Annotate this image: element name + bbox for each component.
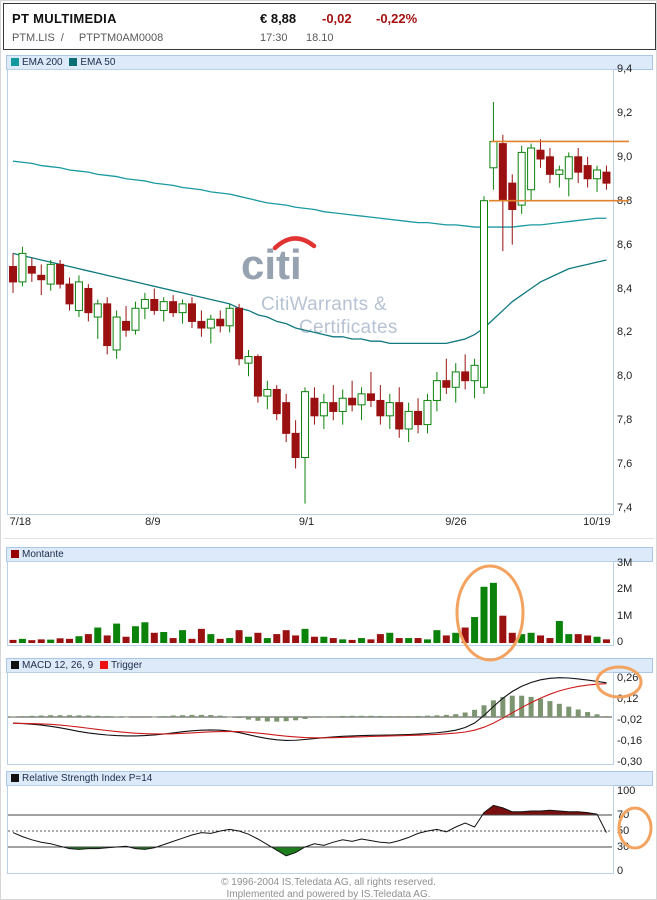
panel-separator — [4, 538, 654, 539]
macd-label: MACD 12, 26, 9 — [22, 660, 94, 671]
quote-time: 17:30 — [260, 32, 288, 44]
ytick-label: 30 — [617, 841, 630, 853]
ytick-label: 0,12 — [617, 693, 639, 705]
ytick-label: 9,4 — [617, 63, 633, 75]
ema200-label: EMA 200 — [22, 57, 63, 68]
ytick-label: 8,2 — [617, 326, 633, 339]
watermark-line-2: Certificates — [299, 317, 398, 338]
macd-legend: MACD 12, 26, 9 Trigger — [6, 658, 653, 673]
ytick-label: 9,2 — [617, 106, 633, 119]
ytick-label: 50 — [617, 825, 630, 837]
ema200-swatch — [11, 58, 19, 66]
ytick-label: -0,02 — [617, 714, 643, 726]
ytick-label: 100 — [617, 785, 636, 797]
ytick-label: -0,16 — [617, 735, 643, 747]
rsi-legend: Relative Strength Index P=14 — [6, 771, 653, 786]
citi-logo: citi — [239, 235, 449, 292]
ytick-label: 0 — [617, 865, 624, 877]
rsi-swatch — [11, 774, 19, 782]
citi-red-arc — [272, 236, 317, 251]
ticker-symbol: PTM.LIS — [12, 32, 55, 44]
ema50-swatch — [69, 58, 78, 66]
watermark-line-1: CitiWarrants & — [261, 294, 387, 315]
ytick-label: 8,8 — [617, 194, 633, 207]
ytick-label: 8,0 — [617, 370, 633, 383]
ytick-label: 9,0 — [617, 150, 633, 163]
isin-code: PTPTM0AM0008 — [78, 32, 164, 44]
last-price: € 8,88 — [260, 11, 297, 26]
rsi-label: Relative Strength Index P=14 — [22, 773, 153, 784]
xtick-label: 9/1 — [298, 516, 315, 528]
quote-date: 18.10 — [306, 32, 334, 44]
quote-header: PT MULTIMEDIA PTM.LIS / PTPTM0AM0008 € 8,… — [3, 3, 656, 50]
rsi-plot-area — [7, 785, 614, 874]
ytick-label: 70 — [617, 809, 630, 821]
ytick-label: 1M — [617, 609, 633, 622]
ytick-label: 8,4 — [617, 282, 633, 295]
ytick-label: 0 — [617, 636, 624, 648]
volume-legend: Montante — [6, 547, 653, 562]
macd-plot-area — [7, 672, 614, 765]
price-legend: EMA 200 EMA 50 — [6, 55, 653, 70]
trigger-label: Trigger — [110, 660, 143, 671]
price-change: -0,02 — [322, 11, 352, 26]
ytick-label: 3M — [617, 557, 633, 570]
ytick-label: 0,26 — [617, 672, 639, 684]
trigger-swatch — [99, 661, 108, 669]
ema50-label: EMA 50 — [80, 57, 116, 68]
xtick-label: 7/18 — [9, 516, 32, 528]
volume-label: Montante — [22, 549, 64, 560]
xtick-label: 10/19 — [583, 516, 611, 528]
ytick-label: -0,30 — [617, 756, 643, 768]
volume-swatch — [11, 550, 19, 558]
ytick-label: 2M — [617, 583, 633, 596]
footer-powered-by: Implemented and powered by IS.Teledata A… — [226, 889, 431, 900]
instrument-identifiers: PTM.LIS / PTPTM0AM0008 — [12, 32, 169, 44]
citi-logo-text: citi — [241, 241, 302, 287]
xtick-label: 9/26 — [445, 516, 467, 528]
ytick-label: 7,6 — [617, 458, 633, 471]
footer-copyright: © 1996-2004 IS.Teledata AG, all rights r… — [221, 877, 436, 888]
ytick-label: 7,8 — [617, 414, 633, 427]
volume-plot-area — [7, 561, 614, 646]
xtick-label: 8/9 — [145, 516, 161, 528]
citi-watermark: citi CitiWarrants & Certificates — [239, 235, 449, 339]
price-change-percent: -0,22% — [376, 11, 418, 26]
ytick-label: 7,4 — [617, 502, 633, 514]
macd-swatch — [11, 661, 19, 669]
page-title: PT MULTIMEDIA — [12, 11, 117, 26]
symbol-separator: / — [60, 32, 64, 44]
ytick-label: 8,6 — [617, 238, 633, 251]
